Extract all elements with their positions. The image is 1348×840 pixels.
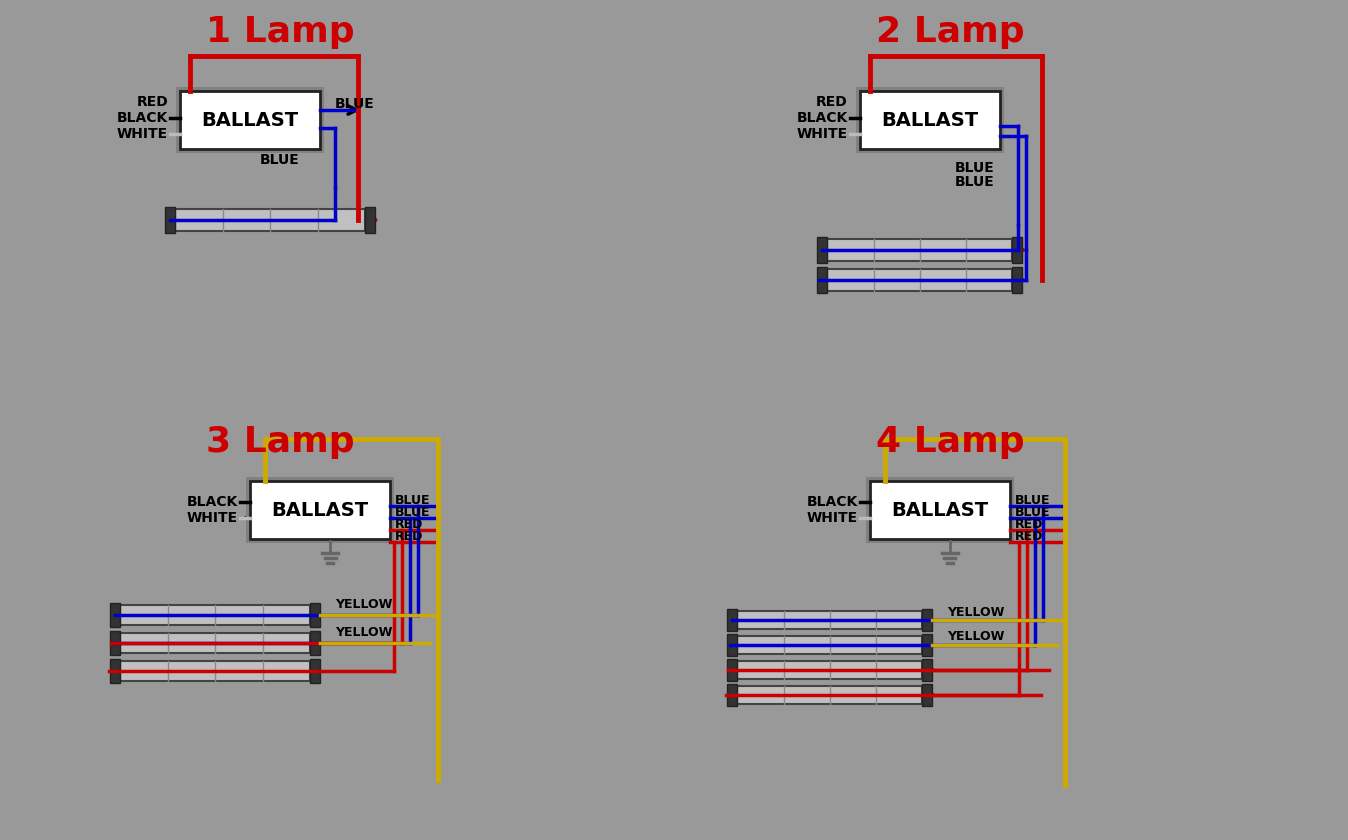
Text: 3 Lamp: 3 Lamp xyxy=(206,425,355,459)
Bar xyxy=(365,207,375,233)
Text: BLUE: BLUE xyxy=(395,493,430,507)
Text: BLACK: BLACK xyxy=(806,495,857,509)
Text: RED: RED xyxy=(817,95,848,109)
Bar xyxy=(728,659,737,681)
Bar xyxy=(175,209,365,231)
Bar xyxy=(120,661,310,681)
Bar xyxy=(860,91,1000,149)
Text: WHITE: WHITE xyxy=(797,127,848,141)
Bar xyxy=(111,631,120,655)
Text: RED: RED xyxy=(395,517,423,531)
Text: YELLOW: YELLOW xyxy=(336,627,392,639)
Text: YELLOW: YELLOW xyxy=(336,598,392,612)
Text: BALLAST: BALLAST xyxy=(891,501,988,519)
Text: RED: RED xyxy=(395,529,423,543)
Bar xyxy=(728,684,737,706)
Bar xyxy=(245,477,394,543)
Bar xyxy=(737,661,922,679)
Bar xyxy=(310,659,319,683)
Bar xyxy=(728,634,737,656)
Bar xyxy=(310,631,319,655)
Bar xyxy=(1012,267,1023,293)
Text: 4 Lamp: 4 Lamp xyxy=(876,425,1024,459)
Text: RED: RED xyxy=(136,95,168,109)
Text: BLACK: BLACK xyxy=(117,111,168,125)
Bar xyxy=(310,603,319,627)
Bar xyxy=(922,609,933,631)
Text: YELLOW: YELLOW xyxy=(948,606,1004,618)
Bar xyxy=(922,634,933,656)
Bar xyxy=(181,91,319,149)
Bar xyxy=(111,659,120,683)
Bar xyxy=(828,269,1012,291)
Bar xyxy=(828,239,1012,261)
Text: BLACK: BLACK xyxy=(187,495,239,509)
Text: BLUE: BLUE xyxy=(954,175,995,189)
Text: BLUE: BLUE xyxy=(336,97,375,111)
Bar xyxy=(737,686,922,704)
Bar xyxy=(249,481,390,539)
Text: BALLAST: BALLAST xyxy=(882,111,979,129)
Text: BLUE: BLUE xyxy=(1015,493,1050,507)
Bar xyxy=(922,684,933,706)
Text: 2 Lamp: 2 Lamp xyxy=(876,15,1024,49)
Text: BLUE: BLUE xyxy=(395,506,430,518)
Bar xyxy=(737,611,922,629)
Bar xyxy=(922,659,933,681)
Bar xyxy=(869,481,1010,539)
Bar xyxy=(120,633,310,653)
Bar xyxy=(1012,237,1023,263)
Text: BLACK: BLACK xyxy=(797,111,848,125)
Text: BLUE: BLUE xyxy=(1015,506,1050,518)
Bar xyxy=(111,603,120,627)
Text: RED: RED xyxy=(1015,529,1043,543)
Text: BALLAST: BALLAST xyxy=(271,501,368,519)
Text: WHITE: WHITE xyxy=(117,127,168,141)
Bar xyxy=(728,609,737,631)
Bar xyxy=(817,237,828,263)
Bar xyxy=(865,477,1014,543)
Bar xyxy=(177,87,324,153)
Text: 1 Lamp: 1 Lamp xyxy=(206,15,355,49)
Bar xyxy=(164,207,175,233)
Text: YELLOW: YELLOW xyxy=(948,631,1004,643)
Text: RED: RED xyxy=(1015,517,1043,531)
Text: BLUE: BLUE xyxy=(954,161,995,175)
Text: WHITE: WHITE xyxy=(187,511,239,525)
Bar xyxy=(737,636,922,654)
Bar xyxy=(817,267,828,293)
Text: WHITE: WHITE xyxy=(807,511,857,525)
Text: BALLAST: BALLAST xyxy=(201,111,298,129)
Text: BLUE: BLUE xyxy=(260,153,299,167)
Bar xyxy=(856,87,1004,153)
Bar xyxy=(120,605,310,625)
